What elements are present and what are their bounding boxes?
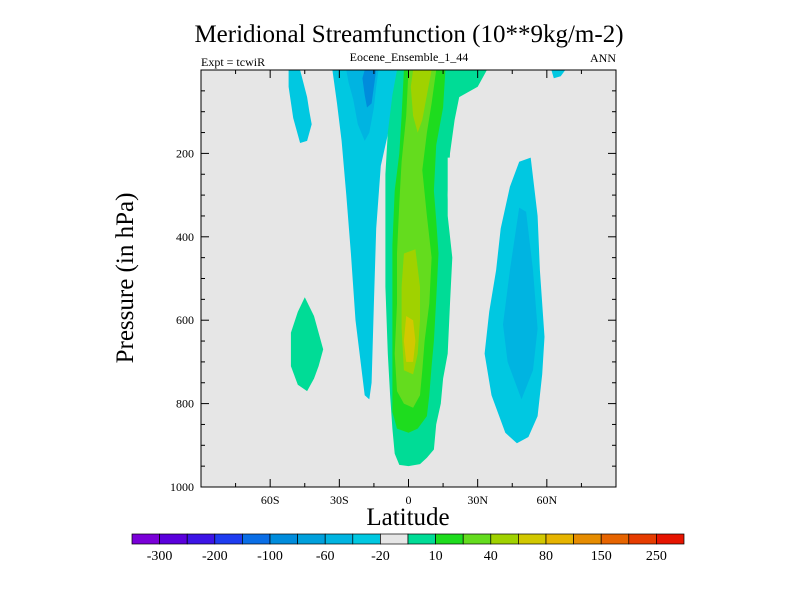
contour-region-1 — [332, 70, 402, 400]
colorbar-box — [628, 533, 657, 545]
colorbar-label: 40 — [484, 549, 498, 564]
contour-region-3 — [362, 70, 377, 108]
colorbar-box — [186, 533, 216, 545]
colorbar-box — [600, 533, 630, 545]
y-tick-label: 600 — [176, 313, 194, 327]
colorbar-label: -300 — [147, 549, 173, 564]
y-tick-label: 1000 — [170, 480, 194, 494]
contour-region-11 — [503, 207, 538, 400]
contour-region-0 — [288, 70, 312, 143]
colorbar-box — [297, 533, 326, 545]
colorbar-box — [490, 533, 519, 545]
colorbar-box — [573, 533, 602, 545]
colorbar-box — [214, 533, 243, 545]
colorbar-label: 10 — [429, 549, 443, 564]
colorbar-box — [324, 533, 354, 545]
contour-region-9 — [403, 316, 416, 362]
x-tick-label: 60N — [536, 493, 557, 507]
x-tick-label: 60S — [261, 493, 280, 507]
x-tick-label: 0 — [406, 493, 412, 507]
colorbar-label: -20 — [371, 549, 390, 564]
colorbar-box — [242, 533, 271, 545]
season-label: ANN — [590, 51, 616, 65]
contour-region-12 — [551, 70, 566, 79]
colorbar-label: -100 — [257, 549, 283, 564]
colorbar-box — [656, 533, 685, 545]
contour-region-7 — [410, 70, 432, 133]
colorbar-box — [545, 533, 574, 545]
colorbar: -300 -200 -100 -60 -20 10 40 80 150 250 — [131, 533, 685, 564]
colorbar-box — [462, 533, 492, 545]
colorbar-box — [518, 533, 547, 545]
y-tick-label: 400 — [176, 230, 194, 244]
y-axis-label: Pressure (in hPa) — [112, 193, 139, 364]
experiment-label: Expt = tcwiR — [201, 55, 265, 69]
colorbar-box — [131, 533, 160, 545]
y-tick-label: 200 — [176, 146, 194, 160]
contour-fills — [288, 70, 566, 467]
colorbar-label: -60 — [316, 549, 335, 564]
axis-ticks: 60S 30S 0 30N 60N 200 400 600 800 1000 — [170, 70, 616, 507]
x-tick-label: 30N — [467, 493, 488, 507]
chart-title: Meridional Streamfunction (10**9kg/m-2) — [194, 21, 623, 48]
colorbar-label: 250 — [646, 549, 667, 564]
colorbar-box — [159, 533, 188, 545]
colorbar-box — [352, 533, 381, 545]
x-tick-label: 30S — [330, 493, 349, 507]
contour-region-14 — [290, 297, 324, 392]
contour-region-13 — [447, 157, 455, 233]
colorbar-box — [435, 533, 464, 545]
x-axis-label: Latitude — [366, 504, 449, 531]
colorbar-box — [269, 533, 298, 545]
colorbar-label: -200 — [202, 549, 228, 564]
colorbar-box — [380, 533, 409, 545]
colorbar-box — [407, 533, 436, 545]
colorbar-label: 80 — [539, 549, 553, 564]
y-tick-label: 800 — [176, 397, 194, 411]
ensemble-label: Eocene_Ensemble_1_44 — [350, 50, 469, 64]
colorbar-label: 150 — [591, 549, 612, 564]
